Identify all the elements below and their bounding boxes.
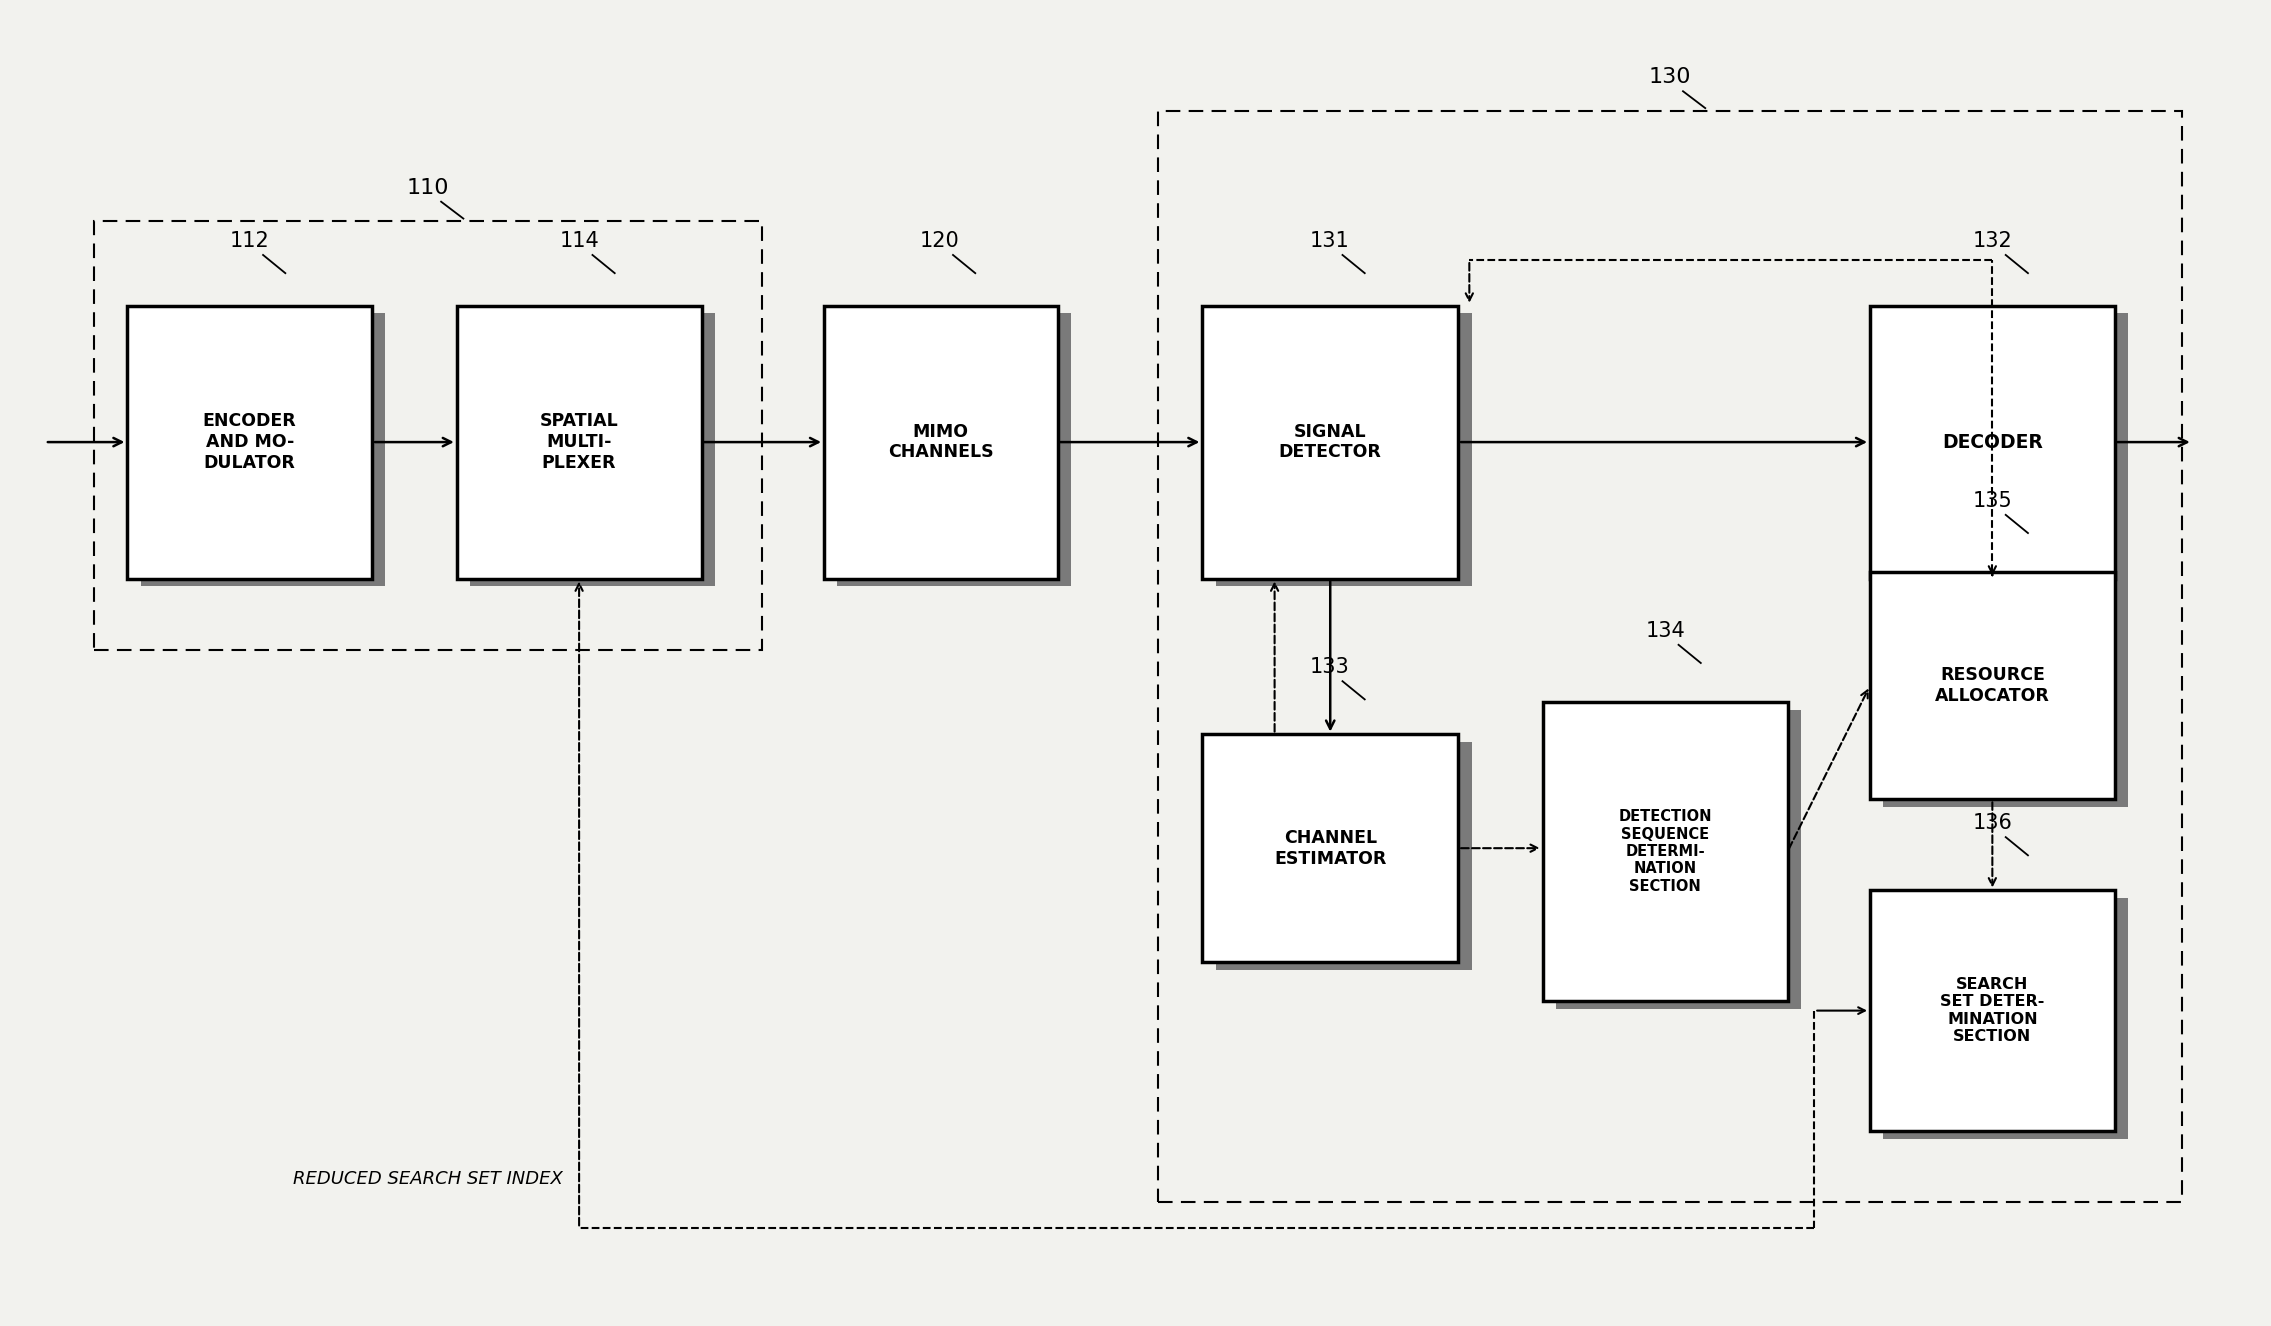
Text: 133: 133 xyxy=(1310,658,1349,678)
Bar xyxy=(838,313,1072,586)
Text: 112: 112 xyxy=(229,231,270,251)
Text: 114: 114 xyxy=(559,231,600,251)
Bar xyxy=(1883,313,2128,586)
Text: RESOURCE
ALLOCATOR: RESOURCE ALLOCATOR xyxy=(1935,667,2051,705)
Bar xyxy=(127,306,372,578)
Bar xyxy=(1883,898,2128,1139)
Bar xyxy=(1215,313,1472,586)
Text: CHANNEL
ESTIMATOR: CHANNEL ESTIMATOR xyxy=(1274,829,1385,867)
Text: 132: 132 xyxy=(1973,231,2012,251)
Bar xyxy=(1201,735,1458,961)
Bar xyxy=(1869,572,2114,800)
Text: 130: 130 xyxy=(1649,68,1692,88)
Bar xyxy=(1869,306,2114,578)
Text: MIMO
CHANNELS: MIMO CHANNELS xyxy=(888,423,995,461)
Bar xyxy=(1883,579,2128,808)
Text: 110: 110 xyxy=(407,178,450,198)
Bar xyxy=(1215,743,1472,969)
Bar xyxy=(141,313,386,586)
Bar xyxy=(1158,111,2182,1203)
Text: SIGNAL
DETECTOR: SIGNAL DETECTOR xyxy=(1279,423,1381,461)
Bar xyxy=(1201,306,1458,578)
Text: 131: 131 xyxy=(1310,231,1349,251)
Text: 136: 136 xyxy=(1973,813,2012,833)
Text: ENCODER
AND MO-
DULATOR: ENCODER AND MO- DULATOR xyxy=(202,412,298,472)
Text: 120: 120 xyxy=(920,231,961,251)
Bar xyxy=(1556,709,1801,1009)
Text: DETECTION
SEQUENCE
DETERMI-
NATION
SECTION: DETECTION SEQUENCE DETERMI- NATION SECTI… xyxy=(1619,809,1712,894)
Bar xyxy=(1542,701,1787,1001)
Bar xyxy=(456,306,702,578)
Bar xyxy=(824,306,1058,578)
Text: REDUCED SEARCH SET INDEX: REDUCED SEARCH SET INDEX xyxy=(293,1170,563,1188)
Bar xyxy=(1869,891,2114,1131)
Bar xyxy=(93,221,761,650)
Text: 135: 135 xyxy=(1973,491,2012,511)
Bar xyxy=(470,313,715,586)
Text: DECODER: DECODER xyxy=(1942,432,2044,452)
Text: SPATIAL
MULTI-
PLEXER: SPATIAL MULTI- PLEXER xyxy=(540,412,618,472)
Text: 134: 134 xyxy=(1644,621,1685,640)
Text: SEARCH
SET DETER-
MINATION
SECTION: SEARCH SET DETER- MINATION SECTION xyxy=(1939,977,2044,1044)
